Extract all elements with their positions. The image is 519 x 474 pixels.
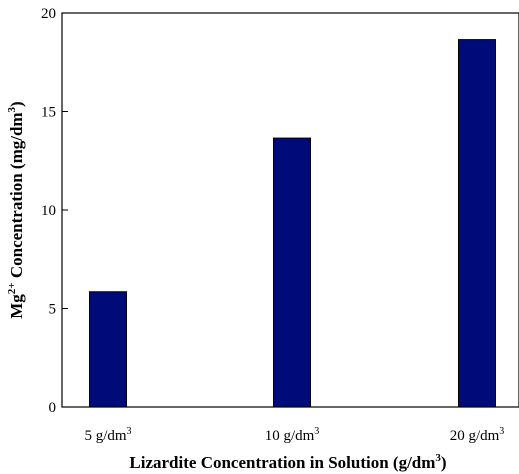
x-tick-label-2: 20 g/dm3	[450, 426, 505, 444]
y-axis-label: Mg2+ Concentration (mg/dm3)	[6, 101, 26, 318]
x-axis-label: Lizardite Concentration in Solution (g/d…	[129, 452, 446, 472]
x-axis-ticks: 5 g/dm3 10 g/dm3 20 g/dm3	[84, 426, 504, 444]
bar-0	[89, 291, 127, 408]
x-tick-label-0: 5 g/dm3	[84, 426, 131, 444]
bar-2	[458, 39, 496, 408]
y-tick-label-4: 20	[41, 6, 56, 22]
y-tick-label-2: 10	[41, 203, 56, 219]
bar-1	[273, 137, 311, 408]
y-tick-label-1: 5	[49, 302, 57, 318]
y-tick-label-3: 15	[41, 105, 56, 121]
y-tick-label-0: 0	[49, 400, 57, 416]
x-tick-label-1: 10 g/dm3	[265, 426, 320, 444]
bars-group	[89, 39, 496, 408]
y-axis-ticks: 0 5 10 15 20	[41, 6, 68, 416]
